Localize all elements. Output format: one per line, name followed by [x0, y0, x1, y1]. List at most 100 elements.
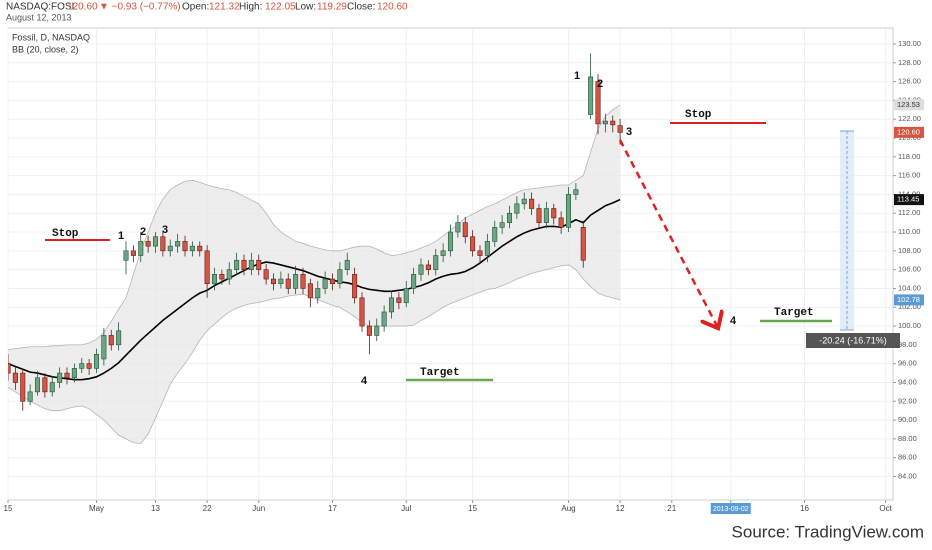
- candle-body: [425, 264, 431, 270]
- annotation: Target: [774, 307, 814, 319]
- y-tick-label: 96.00: [898, 359, 917, 368]
- candle-body: [307, 283, 313, 299]
- wave-label: 1: [118, 230, 124, 242]
- ohlc-label: Open:: [182, 2, 209, 13]
- measure-range: [840, 131, 854, 330]
- y-tick-label: 116.00: [898, 171, 920, 180]
- candle-body: [293, 274, 299, 289]
- candle-body: [506, 212, 513, 223]
- candle-body: [79, 363, 85, 369]
- candle-body: [514, 203, 520, 214]
- candle-body: [130, 250, 136, 256]
- wave-label: 4: [730, 315, 737, 327]
- candle-body: [433, 255, 439, 270]
- candle-body: [145, 241, 151, 247]
- x-tick-label: Jun: [252, 504, 265, 513]
- wave-label: 4: [361, 375, 368, 387]
- candle-body: [108, 335, 114, 346]
- ohlc-label: Close:: [347, 2, 375, 13]
- x-tick-label: Aug: [561, 504, 575, 513]
- price-tag: [894, 194, 924, 206]
- candles: [8, 53, 623, 411]
- candle-body: [204, 250, 210, 285]
- candle-body: [226, 269, 232, 280]
- y-tick-label: 102.00: [898, 302, 921, 311]
- candle-body: [366, 325, 372, 336]
- candle-body: [573, 189, 579, 195]
- legend-indicator: BB (20, close, 2): [12, 44, 79, 54]
- y-tick-label: 114.00: [898, 189, 920, 198]
- candle-body: [492, 227, 498, 242]
- candle-body: [27, 391, 33, 402]
- candle-body: [234, 259, 240, 270]
- candle-body: [182, 241, 188, 252]
- candle-body: [565, 194, 572, 228]
- candle-body: [211, 274, 218, 285]
- ohlc-value: 122.05: [265, 2, 296, 13]
- candle-body: [71, 368, 77, 379]
- x-tick-label: 13: [151, 504, 160, 513]
- y-tick-label: 98.00: [898, 340, 917, 349]
- x-tick-label: Oct: [879, 504, 892, 513]
- candle-body: [381, 311, 387, 327]
- y-tick-label: 106.00: [898, 265, 921, 274]
- candle-body: [588, 76, 594, 115]
- band-lower: [8, 264, 621, 445]
- y-tick-label: 118.00: [898, 152, 920, 161]
- candle-body: [529, 198, 535, 209]
- candle-body: [57, 372, 63, 383]
- candle-body: [617, 125, 623, 133]
- candle-body: [49, 382, 55, 393]
- y-tick-label: 104.00: [898, 283, 921, 292]
- measure-label: -20.24 (-16.71%): [819, 335, 887, 345]
- candle-body: [241, 259, 247, 270]
- candle-body: [462, 222, 468, 238]
- candle-body: [322, 278, 328, 289]
- candle-body: [329, 278, 336, 285]
- x-tick-label: 15: [4, 504, 13, 513]
- price-tag: [894, 294, 924, 306]
- candle-body: [396, 297, 402, 303]
- candle-body: [403, 288, 409, 303]
- candle-body: [447, 231, 454, 252]
- axes: 84.00 86.00 88.00 90.00 92.00 94.00 96.00 98.00…: [4, 39, 924, 514]
- candle-body: [278, 278, 284, 285]
- candle-body: [558, 217, 564, 228]
- candle-body: [101, 335, 107, 360]
- source: Source: TradingView.com: [732, 522, 924, 541]
- candle-body: [440, 250, 446, 256]
- candle-body: [315, 288, 321, 299]
- price-tag-label: 113.45: [897, 195, 919, 204]
- candle-body: [219, 274, 225, 280]
- change: ▼ −0.93 (−0.77%): [99, 2, 181, 13]
- y-tick-label: 130.00: [898, 39, 921, 48]
- wave-label: 3: [626, 126, 632, 138]
- candle-body: [20, 372, 26, 402]
- candle-body: [160, 236, 166, 252]
- candle-body: [175, 241, 181, 247]
- y-tick-label: 128.00: [898, 58, 921, 67]
- candle-body: [388, 297, 395, 313]
- candle-body: [337, 269, 343, 285]
- last-price: 120.60: [67, 2, 98, 13]
- annotation: Stop: [52, 228, 79, 240]
- y-tick-label: 100.00: [898, 321, 921, 330]
- date: August 12, 2013: [6, 12, 72, 22]
- candle-body: [610, 120, 616, 126]
- candle-body: [116, 330, 122, 346]
- band-upper: [8, 104, 621, 350]
- candle-body: [270, 278, 277, 285]
- symbol: NASDAQ:FOSL: [6, 2, 78, 13]
- wave-label: 1: [574, 70, 580, 82]
- annotation: Target: [420, 367, 460, 379]
- candle-body: [521, 198, 527, 205]
- candle-body: [248, 259, 254, 270]
- drawings: Stop 1 2 3 4 Target 1 2 3 Stop 4 Target …: [45, 70, 900, 387]
- candle-body: [86, 363, 92, 369]
- candle-body: [12, 372, 18, 383]
- y-tick-label: 126.00: [898, 77, 921, 86]
- ohlc-value: 121.32: [209, 2, 240, 13]
- candle-body: [455, 222, 461, 233]
- candle-body: [352, 274, 358, 299]
